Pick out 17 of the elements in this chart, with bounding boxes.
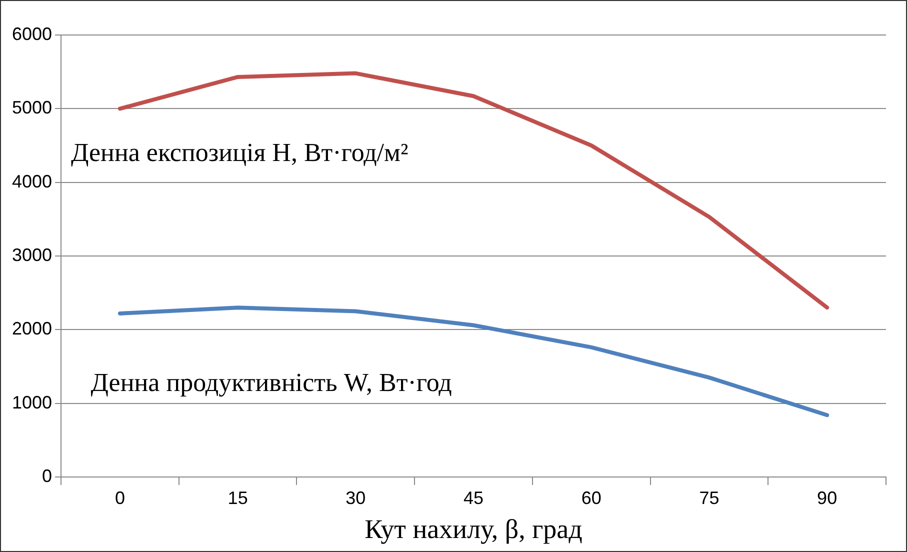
y-tick-label: 4000 — [12, 171, 52, 192]
x-tick-label: 75 — [699, 488, 720, 508]
y-tick-label: 3000 — [12, 244, 52, 265]
y-tick-label: 5000 — [12, 98, 52, 118]
y-tick-label: 2000 — [12, 318, 52, 339]
y-tick-label: 6000 — [12, 24, 52, 44]
text: Денна експозиція H, Вт·год/м² — [70, 138, 408, 168]
x-tick-label: 60 — [581, 488, 602, 508]
x-tick-label: 45 — [464, 488, 484, 508]
x-tick-label: 90 — [817, 488, 838, 508]
series-label: Денна продуктивність W, Вт·год — [90, 368, 452, 398]
y-tick-label: 0 — [42, 466, 52, 486]
x-axis-title: Кут нахилу, β, град — [364, 514, 583, 544]
x-tick-label: 15 — [228, 488, 248, 508]
x-tick-label: 0 — [114, 488, 125, 508]
x-tick-label: 30 — [346, 488, 366, 508]
y-tick-label: 1000 — [12, 392, 52, 412]
